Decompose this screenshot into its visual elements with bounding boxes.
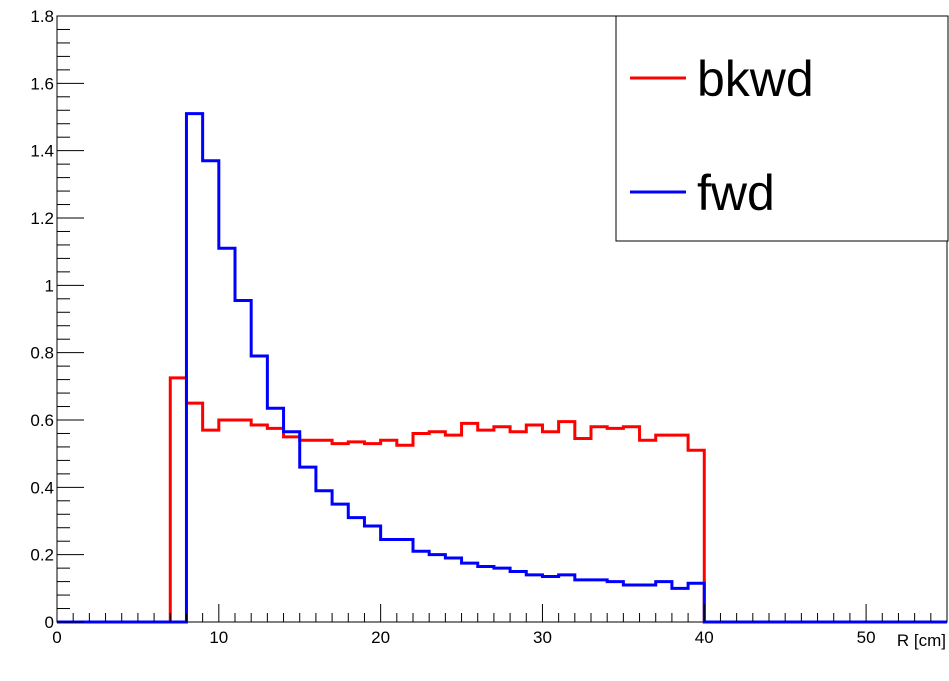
x-tick-label: 20 (371, 628, 390, 647)
y-tick-label: 0.2 (30, 546, 54, 565)
y-tick-label: 1.2 (30, 209, 54, 228)
legend-label-fwd: fwd (697, 165, 775, 221)
x-tick-label: 0 (52, 628, 61, 647)
series-line-fwd (57, 112, 947, 624)
x-tick-label: 10 (209, 628, 228, 647)
y-tick-label: 0.8 (30, 344, 54, 363)
y-tick-label: 0.6 (30, 411, 54, 430)
y-tick-label: 1.8 (30, 7, 54, 26)
x-tick-label: 50 (857, 628, 876, 647)
y-tick-label: 0.4 (30, 478, 54, 497)
series-line-bkwd (57, 376, 947, 624)
legend: bkwd fwd (615, 15, 949, 242)
x-tick-label: 40 (695, 628, 714, 647)
x-axis-title: R [cm] (897, 631, 946, 650)
y-tick-label: 0 (45, 613, 54, 632)
legend-label-bkwd: bkwd (697, 51, 814, 107)
x-tick-label: 30 (533, 628, 552, 647)
plot-frame (56, 15, 948, 623)
y-tick-label: 1.6 (30, 74, 54, 93)
y-tick-label: 1.4 (30, 142, 54, 161)
y-tick-label: 1 (45, 276, 54, 295)
legend-box (615, 15, 949, 242)
